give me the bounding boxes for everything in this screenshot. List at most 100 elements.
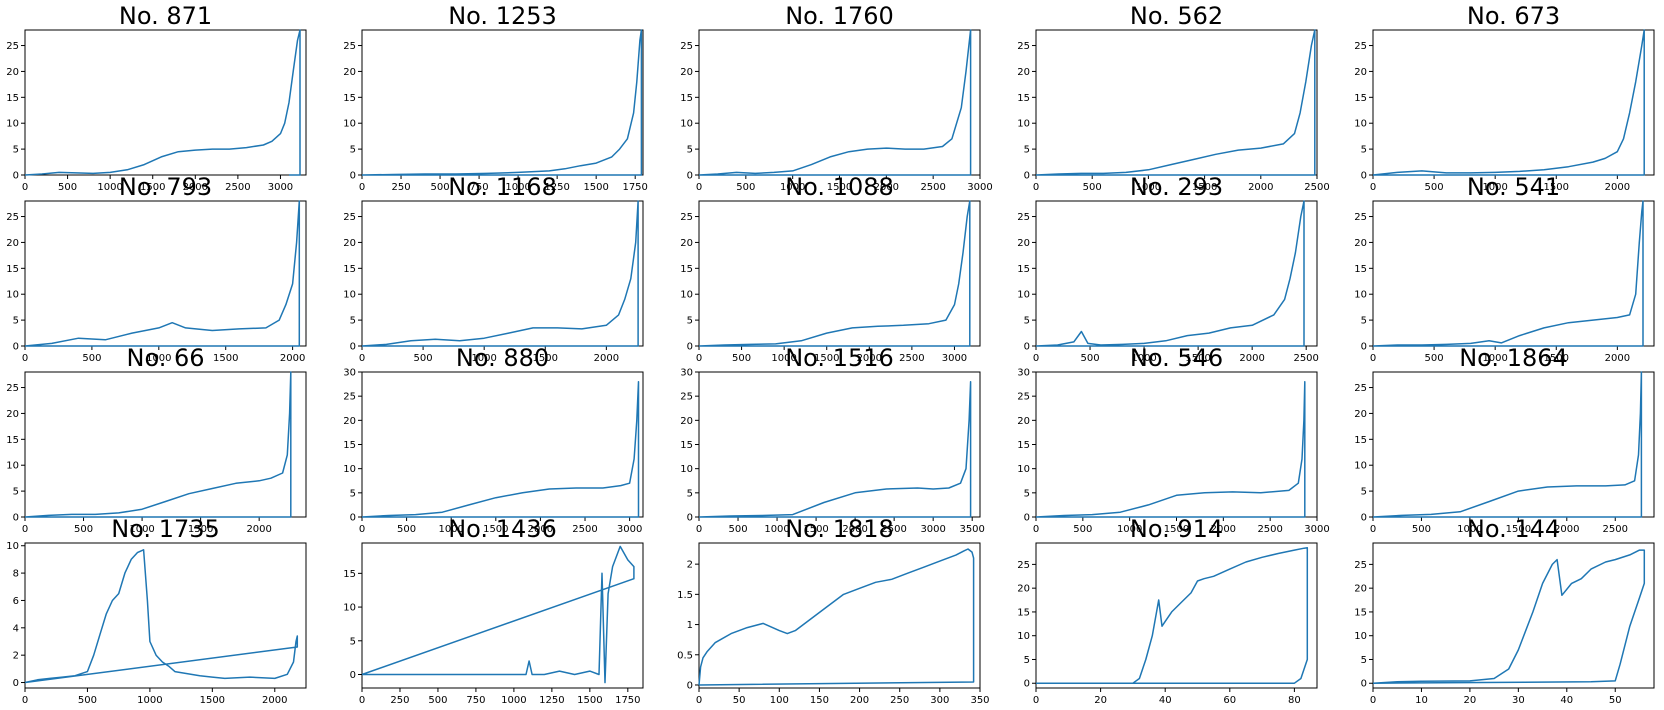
subplot-title: No. 144 [1467, 515, 1560, 543]
x-tick-label: 3000 [1304, 524, 1329, 535]
x-tick-label: 0 [22, 182, 28, 193]
axes-frame [1372, 29, 1655, 176]
x-tick-label: 750 [466, 695, 485, 706]
x-tick-label: 500 [82, 353, 101, 364]
y-tick-label: 5 [687, 316, 693, 327]
y-tick-label: 15 [1017, 607, 1030, 618]
axes-frame [24, 200, 307, 347]
y-tick-label: 15 [6, 435, 19, 446]
y-tick-label: 0 [687, 513, 693, 524]
subplot-title: No. 546 [1130, 344, 1223, 372]
y-tick-label: 0 [13, 342, 19, 353]
subplot: 0 500 1000 1500 2000 2500 3000 3500051015202530… [680, 344, 985, 535]
y-tick-label: 0 [350, 342, 356, 353]
subplot: 0 500 1000 1500 2000 2500 3000 0 5 10 15 20 25 30 No. … [1017, 344, 1329, 535]
y-tick-label: 30 [343, 368, 356, 379]
y-tick-label: 25 [343, 212, 356, 223]
x-tick-label: 0 [1033, 353, 1039, 364]
y-tick-label: 20 [680, 238, 693, 249]
y-tick-label: 10 [1354, 119, 1367, 130]
x-tick-label: 0 [696, 695, 702, 706]
y-tick-label: 10 [343, 290, 356, 301]
subplot: 0 500 1000 1500 2000 0 5 10 15 20 25 No. 1168 [343, 173, 644, 364]
x-tick-label: 1500 [188, 524, 213, 535]
y-tick-label: 10 [1017, 290, 1030, 301]
x-tick-label: 500 [1083, 182, 1102, 193]
x-tick-label: 1500 [583, 182, 608, 193]
x-tick-label: 2000 [528, 524, 553, 535]
x-tick-label: 0 [1370, 182, 1376, 193]
y-tick-label: 0 [1024, 171, 1030, 182]
x-tick-label: 1500 [200, 695, 225, 706]
y-tick-label: 15 [1354, 435, 1367, 446]
x-tick-label: 1000 [1136, 182, 1161, 193]
y-tick-label: 20 [1354, 67, 1367, 78]
subplot: 0 500 1000 1500 2000 0 5 10 15 20 25 No. 66 [6, 344, 307, 535]
series-line [1372, 29, 1645, 176]
axes-frame [361, 542, 644, 689]
y-tick-label: 5 [1361, 487, 1367, 498]
y-tick-label: 0 [1361, 679, 1367, 690]
axes-frame [24, 371, 307, 518]
series-line [1036, 547, 1309, 684]
x-tick-label: 1000 [137, 695, 162, 706]
subplot: 0 500 1000 1500 2000 0 2 4 6 8 10 No. 1735 [6, 515, 307, 706]
series-line [1372, 549, 1646, 684]
x-tick-label: 1000 [1482, 182, 1507, 193]
x-tick-label: 40 [1159, 695, 1172, 706]
axes-frame [1372, 200, 1655, 347]
y-tick-label: 20 [680, 416, 693, 427]
y-tick-label: 20 [1017, 416, 1030, 427]
series-line [698, 29, 972, 176]
subplot: 0 250 500 750 1000 1250 1500 1750 0 5 10 15 No. 1436 [343, 515, 644, 706]
x-tick-label: 2000 [857, 353, 882, 364]
x-tick-label: 1500 [1506, 524, 1531, 535]
y-tick-label: 0 [350, 513, 356, 524]
x-tick-label: 2500 [1257, 524, 1282, 535]
y-tick-label: 5 [13, 145, 19, 156]
y-tick-label: 20 [6, 238, 19, 249]
subplot-title: No. 1818 [785, 515, 894, 543]
x-tick-label: 500 [728, 524, 747, 535]
y-tick-label: 10 [343, 119, 356, 130]
axes-frame [361, 29, 644, 176]
y-tick-label: 5 [350, 488, 356, 499]
y-tick-label: 30 [680, 368, 693, 379]
y-tick-label: 25 [1354, 212, 1367, 223]
subplot-title: No. 880 [456, 344, 549, 372]
x-tick-label: 100 [770, 695, 789, 706]
x-tick-label: 250 [391, 182, 410, 193]
y-tick-label: 25 [680, 41, 693, 52]
y-tick-label: 0 [1361, 342, 1367, 353]
y-tick-label: 4 [13, 623, 19, 634]
x-tick-label: 1000 [1117, 524, 1142, 535]
y-tick-label: 20 [1017, 584, 1030, 595]
x-tick-label: 2000 [874, 182, 899, 193]
x-tick-label: 1500 [213, 353, 238, 364]
series-line [1372, 371, 1643, 518]
x-tick-label: 0 [696, 524, 702, 535]
y-tick-label: 10 [6, 461, 19, 472]
x-tick-label: 20 [1094, 695, 1107, 706]
subplot: 0 500 1000 1500 2000 2500 3000 0 5 10 15 20 25 No. 87… [6, 2, 307, 193]
x-tick-label: 2000 [1605, 182, 1630, 193]
x-tick-label: 2500 [1304, 182, 1329, 193]
x-tick-label: 3500 [959, 524, 984, 535]
y-tick-label: 10 [1017, 631, 1030, 642]
x-tick-label: 2500 [572, 524, 597, 535]
subplot: 0 500 1000 1500 2000 0 5 10 15 20 25 No. 673 [1354, 2, 1655, 193]
y-tick-label: 10 [1017, 464, 1030, 475]
x-tick-label: 1500 [577, 695, 602, 706]
y-tick-label: 25 [343, 392, 356, 403]
y-tick-label: 6 [13, 596, 19, 607]
y-tick-label: 5 [1024, 316, 1030, 327]
y-tick-label: 20 [1017, 67, 1030, 78]
x-tick-label: 0 [1370, 524, 1376, 535]
y-tick-label: 5 [1024, 655, 1030, 666]
x-tick-label: 2500 [920, 182, 945, 193]
x-tick-label: 500 [414, 353, 433, 364]
x-tick-label: 0 [1370, 353, 1376, 364]
y-tick-label: 15 [343, 93, 356, 104]
subplot-title: No. 541 [1467, 173, 1560, 201]
